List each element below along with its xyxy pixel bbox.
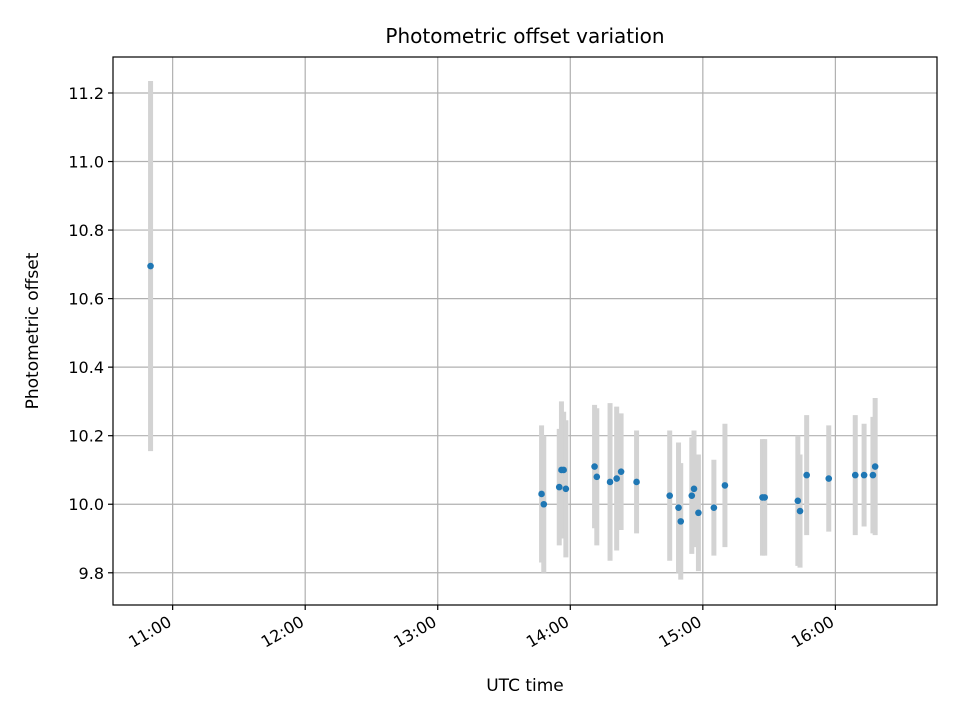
- data-point: [562, 485, 570, 493]
- y-tick-label: 11.2: [68, 84, 104, 103]
- data-point: [666, 492, 673, 499]
- data-point: [606, 478, 614, 486]
- data-point: [617, 468, 625, 475]
- data-point: [794, 497, 802, 505]
- data-point: [871, 463, 879, 470]
- data-point: [555, 483, 563, 491]
- data-point: [721, 482, 729, 489]
- data-points: [147, 262, 879, 525]
- y-axis: 9.8 10.0 10.2 10.4 10.6 10.8 11.0 11.2: [68, 84, 113, 583]
- plot-frame: [112, 56, 938, 606]
- data-point: [540, 500, 548, 508]
- chart-title: Photometric offset variation: [385, 24, 664, 48]
- plot-area: [113, 57, 937, 605]
- data-point: [675, 504, 682, 511]
- y-axis-title: Photometric offset: [23, 252, 43, 409]
- data-point: [560, 466, 567, 474]
- data-point: [690, 485, 698, 493]
- data-point: [538, 490, 545, 498]
- y-tick-label: 9.8: [79, 564, 104, 583]
- data-point: [147, 262, 154, 270]
- data-point: [593, 473, 601, 481]
- data-point: [860, 471, 868, 479]
- data-point: [851, 471, 859, 479]
- data-point: [688, 492, 696, 499]
- y-tick-label: 10.4: [68, 358, 104, 377]
- data-point: [613, 475, 620, 482]
- y-tick-label: 10.6: [68, 290, 104, 309]
- data-point: [803, 471, 810, 479]
- grid: [113, 57, 937, 605]
- data-point: [677, 518, 685, 525]
- data-point: [796, 507, 804, 515]
- data-point: [869, 471, 877, 479]
- y-tick-label: 10.0: [68, 495, 104, 514]
- x-axis-title: UTC time: [486, 676, 564, 696]
- data-point: [825, 475, 833, 482]
- y-tick-label: 10.2: [68, 427, 104, 446]
- y-tick-label: 10.8: [68, 221, 104, 240]
- data-point: [710, 504, 718, 511]
- data-point: [761, 494, 768, 501]
- data-point: [591, 463, 598, 470]
- data-point: [633, 478, 640, 486]
- y-tick-label: 11.0: [68, 153, 104, 172]
- data-point: [695, 509, 702, 517]
